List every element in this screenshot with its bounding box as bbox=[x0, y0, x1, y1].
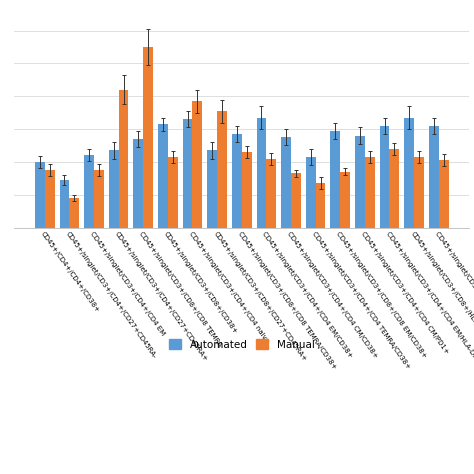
Bar bbox=[192, 101, 202, 228]
Bar bbox=[404, 118, 414, 228]
Bar bbox=[281, 137, 291, 228]
Bar bbox=[414, 157, 424, 228]
Bar bbox=[429, 126, 439, 228]
Bar bbox=[316, 183, 326, 228]
Bar bbox=[256, 118, 266, 228]
Bar bbox=[355, 136, 365, 228]
Legend: Automated, Manual: Automated, Manual bbox=[164, 335, 319, 354]
Bar bbox=[242, 152, 252, 228]
Bar bbox=[94, 170, 104, 228]
Bar bbox=[168, 157, 178, 228]
Bar bbox=[340, 172, 350, 228]
Bar bbox=[182, 119, 192, 228]
Bar bbox=[84, 155, 94, 228]
Bar bbox=[439, 160, 448, 228]
Bar bbox=[143, 47, 153, 228]
Bar bbox=[60, 180, 69, 228]
Bar bbox=[390, 149, 399, 228]
Bar bbox=[118, 90, 128, 228]
Bar bbox=[266, 159, 276, 228]
Bar bbox=[158, 124, 168, 228]
Bar bbox=[232, 134, 242, 228]
Bar bbox=[306, 157, 316, 228]
Bar bbox=[69, 198, 79, 228]
Bar bbox=[365, 157, 375, 228]
Bar bbox=[330, 131, 340, 228]
Bar bbox=[291, 173, 301, 228]
Bar bbox=[380, 126, 390, 228]
Bar bbox=[35, 162, 45, 228]
Bar bbox=[207, 150, 217, 228]
Bar bbox=[133, 139, 143, 228]
Bar bbox=[45, 170, 55, 228]
Bar bbox=[217, 111, 227, 228]
Bar bbox=[109, 150, 118, 228]
